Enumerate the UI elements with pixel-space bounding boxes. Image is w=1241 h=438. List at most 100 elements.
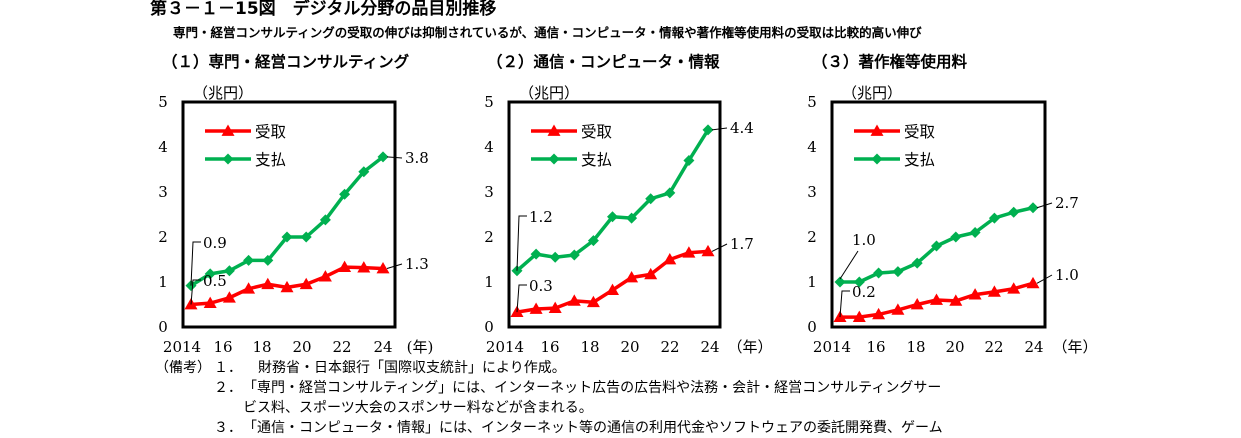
receipts-point [872,307,886,320]
x-tick-label: 20 [292,338,311,356]
leader-line [711,243,728,252]
y-tick-label: 5 [807,93,817,111]
x-tick-label: 22 [660,338,679,356]
payments-point [911,257,923,269]
start-value-receipts: 0.3 [529,277,553,295]
note-text: 「専門・経営コンサルティング」には、インターネット広告の広告料や法務・会計・経営… [243,380,942,396]
receipts-point [968,288,982,300]
x-tick-label: 18 [580,338,599,356]
receipts-point [930,293,943,305]
x-tick-label: 24 [373,338,392,356]
payments-point [988,212,1000,224]
leader-line [190,241,201,286]
note-text: 「通信・コンピュータ・情報」には、インターネット等の通信の利用代金やソフトウェア… [243,420,943,436]
y-tick-label: 1 [807,273,817,291]
x-axis-unit: （年） [1052,338,1097,356]
panel-title-copyright: （３）著作権等使用料 [812,53,968,71]
payments-point [664,187,676,199]
payments-point [950,231,962,243]
x-tick-label: 22 [332,338,351,356]
receipts-point [1007,282,1021,294]
payments-line [515,128,710,273]
y-tick-label: 1 [484,273,494,291]
note-number: ２． [214,380,242,396]
end-value-payments: 4.4 [730,119,754,137]
x-tick-label: 24 [1024,338,1043,356]
receipts-point [222,291,236,303]
x-tick-label: 2014 [163,338,201,356]
y-tick-label: 1 [158,273,168,291]
payments-point [1008,206,1020,218]
receipts-point [987,285,1001,297]
plot-frame [830,100,1047,329]
receipts-point [949,294,963,306]
receipts-point [299,277,313,290]
x-tick-label: 24 [700,338,719,356]
x-tick-label: 18 [252,338,271,356]
note-text: ビス料、スポーツ大会のスポンサー料などが含まれる。 [243,400,593,416]
payments-point [300,231,312,243]
legend-payments-label: 支払 [255,151,286,169]
figure-title: 第３－１－15図 デジタル分野の品目別推移 [150,0,497,19]
y-tick-label: 4 [158,138,168,156]
receipts-point [891,303,905,315]
receipts-point [318,270,332,282]
receipts-point [701,244,715,257]
x-axis-unit: （年） [727,338,772,356]
payments-point [607,211,618,223]
payments-point [223,265,235,277]
y-tick-label: 2 [484,228,494,246]
payments-point [319,214,331,226]
payments-point [873,267,885,279]
payments-point [834,276,846,288]
figure-subtitle: 専門・経営コンサルティングの受取の伸びは抑制されているが、通信・コンピュータ・情… [173,25,922,40]
legend-receipts-marker [547,124,561,136]
legend-payments-label: 支払 [581,151,612,169]
receipts-point [529,302,543,314]
note-number: １． [214,360,242,376]
leader-line [1036,274,1053,284]
payments-point [587,235,599,247]
payments-point [645,193,657,205]
y-tick-label: 3 [484,183,494,201]
receipts-point [606,283,619,295]
x-tick-label: 16 [540,338,559,356]
leader-line [839,250,859,280]
leader-line [839,290,850,318]
y-tick-label: 4 [484,138,494,156]
leader-line [190,279,201,305]
start-value-payments: 1.2 [529,208,553,226]
payments-point [377,151,389,163]
note-text: 財務省・日本銀行「国際収支統計」により作成。 [258,360,566,376]
receipts-point [663,253,677,265]
receipts-point [376,262,390,274]
y-tick-label: 0 [158,318,168,336]
y-axis-unit: （兆円） [519,84,579,102]
receipts-point [644,267,658,280]
start-value-receipts: 0.2 [852,283,876,301]
x-tick-label: 2014 [813,338,851,356]
payments-point [683,155,695,166]
start-value-payments: 0.9 [203,234,227,252]
receipts-point [357,261,371,273]
payments-point [931,240,942,252]
end-value-receipts: 1.3 [405,255,429,273]
legend-receipts-marker [221,124,235,136]
leader-line [386,263,403,269]
x-tick-label: 18 [906,338,925,356]
y-tick-label: 2 [807,228,817,246]
x-tick-label: 2014 [486,338,524,356]
payments-point [702,124,714,136]
receipts-point [548,301,562,313]
legend-payments-marker [871,153,883,165]
x-tick-label: 20 [945,338,964,356]
y-tick-label: 3 [158,183,168,201]
y-tick-label: 5 [158,93,168,111]
payments-point [262,254,274,266]
x-tick-label: 22 [984,338,1003,356]
legend-receipts-label: 受取 [904,123,935,141]
payments-point [358,166,370,178]
legend-receipts-marker [870,124,884,136]
note-number: ３． [214,420,242,436]
